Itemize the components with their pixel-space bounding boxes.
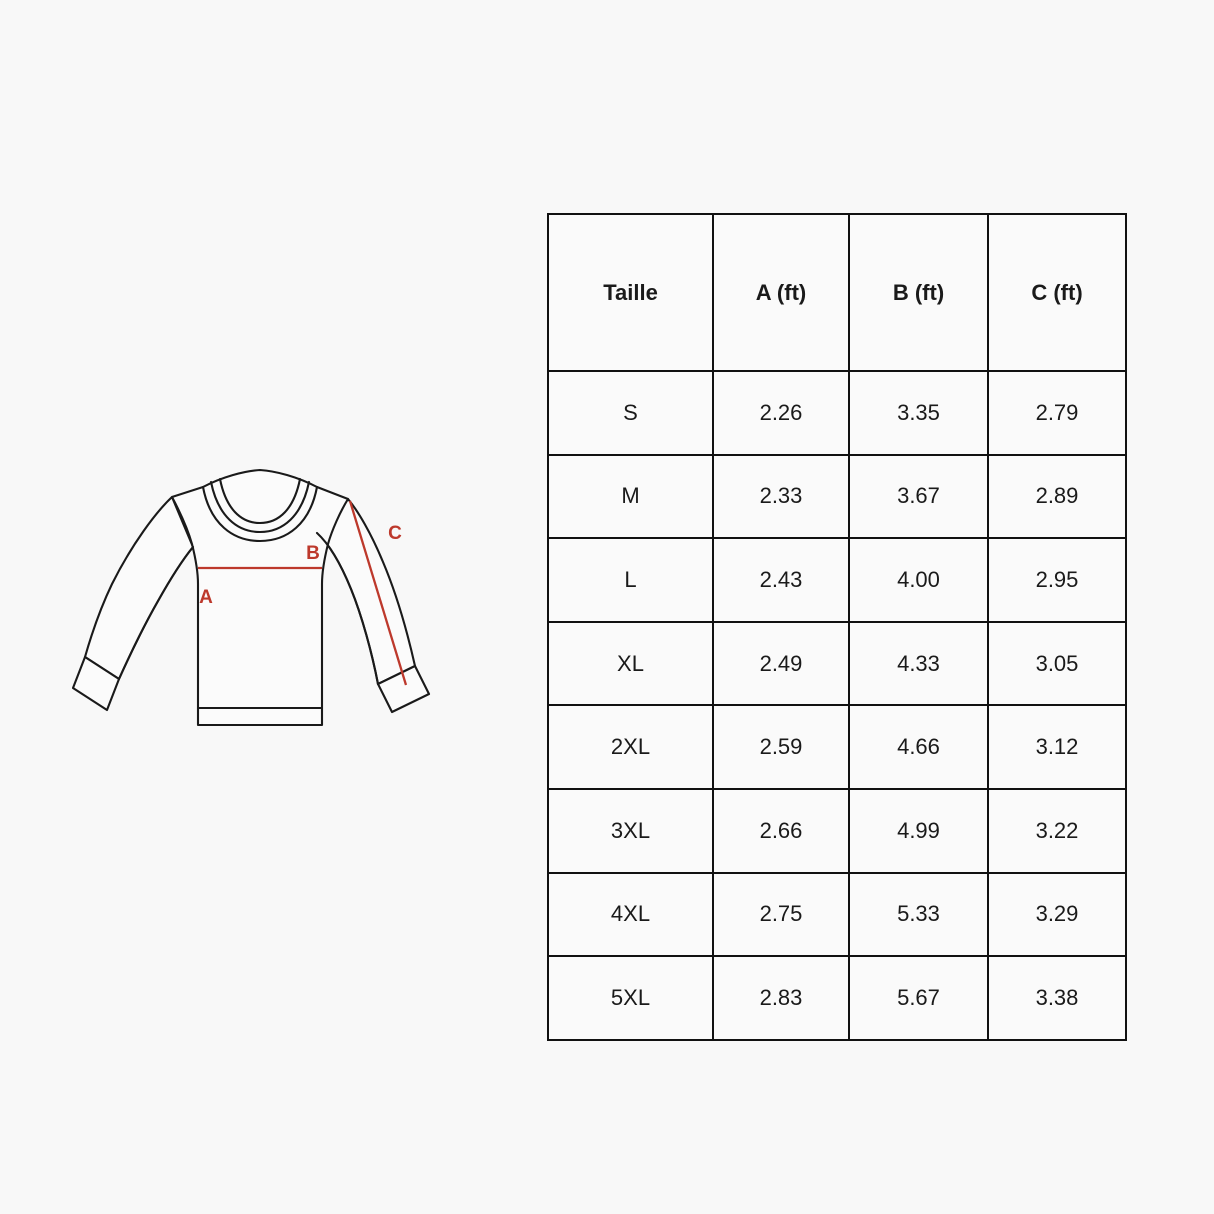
measure-label-b: B	[306, 543, 320, 564]
size-table-container: Taille A (ft) B (ft) C (ft) S 2.26 3.35 …	[547, 213, 1127, 1041]
cell-c: 3.38	[987, 955, 1127, 1041]
table-row: S 2.26 3.35 2.79	[547, 370, 1127, 456]
cell-b: 5.67	[848, 955, 989, 1041]
measure-label-a: A	[199, 587, 213, 608]
column-header-a: A (ft)	[712, 213, 850, 372]
cell-b: 3.67	[848, 453, 989, 540]
collar-middle-ring	[209, 480, 311, 534]
cell-size: S	[547, 370, 714, 456]
collar-outer-ring	[201, 485, 319, 543]
cell-a: 2.26	[712, 370, 850, 456]
cell-size: XL	[547, 620, 714, 707]
column-header-b: B (ft)	[848, 213, 989, 372]
cell-size: 3XL	[547, 787, 714, 874]
cell-c: 3.12	[987, 704, 1127, 790]
cell-size: 4XL	[547, 871, 714, 958]
size-table-head: Taille A (ft) B (ft) C (ft)	[547, 213, 1127, 372]
cell-b: 5.33	[848, 871, 989, 958]
cell-size: L	[547, 537, 714, 623]
table-header-row: Taille A (ft) B (ft) C (ft)	[547, 213, 1127, 372]
column-header-c: C (ft)	[987, 213, 1127, 372]
collar-inner-ring	[218, 477, 302, 525]
cell-a: 2.75	[712, 871, 850, 958]
size-table: Taille A (ft) B (ft) C (ft) S 2.26 3.35 …	[547, 213, 1127, 1041]
cell-size: 5XL	[547, 955, 714, 1041]
measure-label-c: C	[388, 523, 402, 544]
table-row: L 2.43 4.00 2.95	[547, 537, 1127, 623]
cell-a: 2.59	[712, 704, 850, 790]
left-sleeve-seam	[117, 545, 195, 681]
cell-a: 2.43	[712, 537, 850, 623]
cell-a: 2.49	[712, 620, 850, 707]
table-row: 3XL 2.66 4.99 3.22	[547, 787, 1127, 874]
cell-b: 4.00	[848, 537, 989, 623]
column-header-size: Taille	[547, 213, 714, 372]
table-row: XL 2.49 4.33 3.05	[547, 620, 1127, 707]
right-cuff-shape	[376, 664, 431, 714]
cell-a: 2.66	[712, 787, 850, 874]
cell-b: 4.99	[848, 787, 989, 874]
table-row: 5XL 2.83 5.67 3.38	[547, 955, 1127, 1041]
left-sleeve-shape	[83, 495, 195, 681]
body-torso-shape	[170, 468, 350, 727]
cell-a: 2.83	[712, 955, 850, 1041]
size-table-body: S 2.26 3.35 2.79 M 2.33 3.67 2.89 L 2.43…	[547, 370, 1127, 1041]
cell-c: 3.05	[987, 620, 1127, 707]
cell-b: 3.35	[848, 370, 989, 456]
cell-c: 2.79	[987, 370, 1127, 456]
cell-size: M	[547, 453, 714, 540]
cell-a: 2.33	[712, 453, 850, 540]
measure-line-c	[348, 500, 408, 686]
cell-c: 3.22	[987, 787, 1127, 874]
left-cuff-shape	[71, 655, 121, 712]
table-row: M 2.33 3.67 2.89	[547, 453, 1127, 540]
table-row: 4XL 2.75 5.33 3.29	[547, 871, 1127, 958]
right-sleeve-seam	[315, 531, 380, 686]
cell-c: 2.89	[987, 453, 1127, 540]
cell-b: 4.33	[848, 620, 989, 707]
garment-illustration: B A C	[60, 440, 460, 760]
cell-size: 2XL	[547, 704, 714, 790]
cell-c: 2.95	[987, 537, 1127, 623]
cell-b: 4.66	[848, 704, 989, 790]
cell-c: 3.29	[987, 871, 1127, 958]
table-row: 2XL 2.59 4.66 3.12	[547, 704, 1127, 790]
